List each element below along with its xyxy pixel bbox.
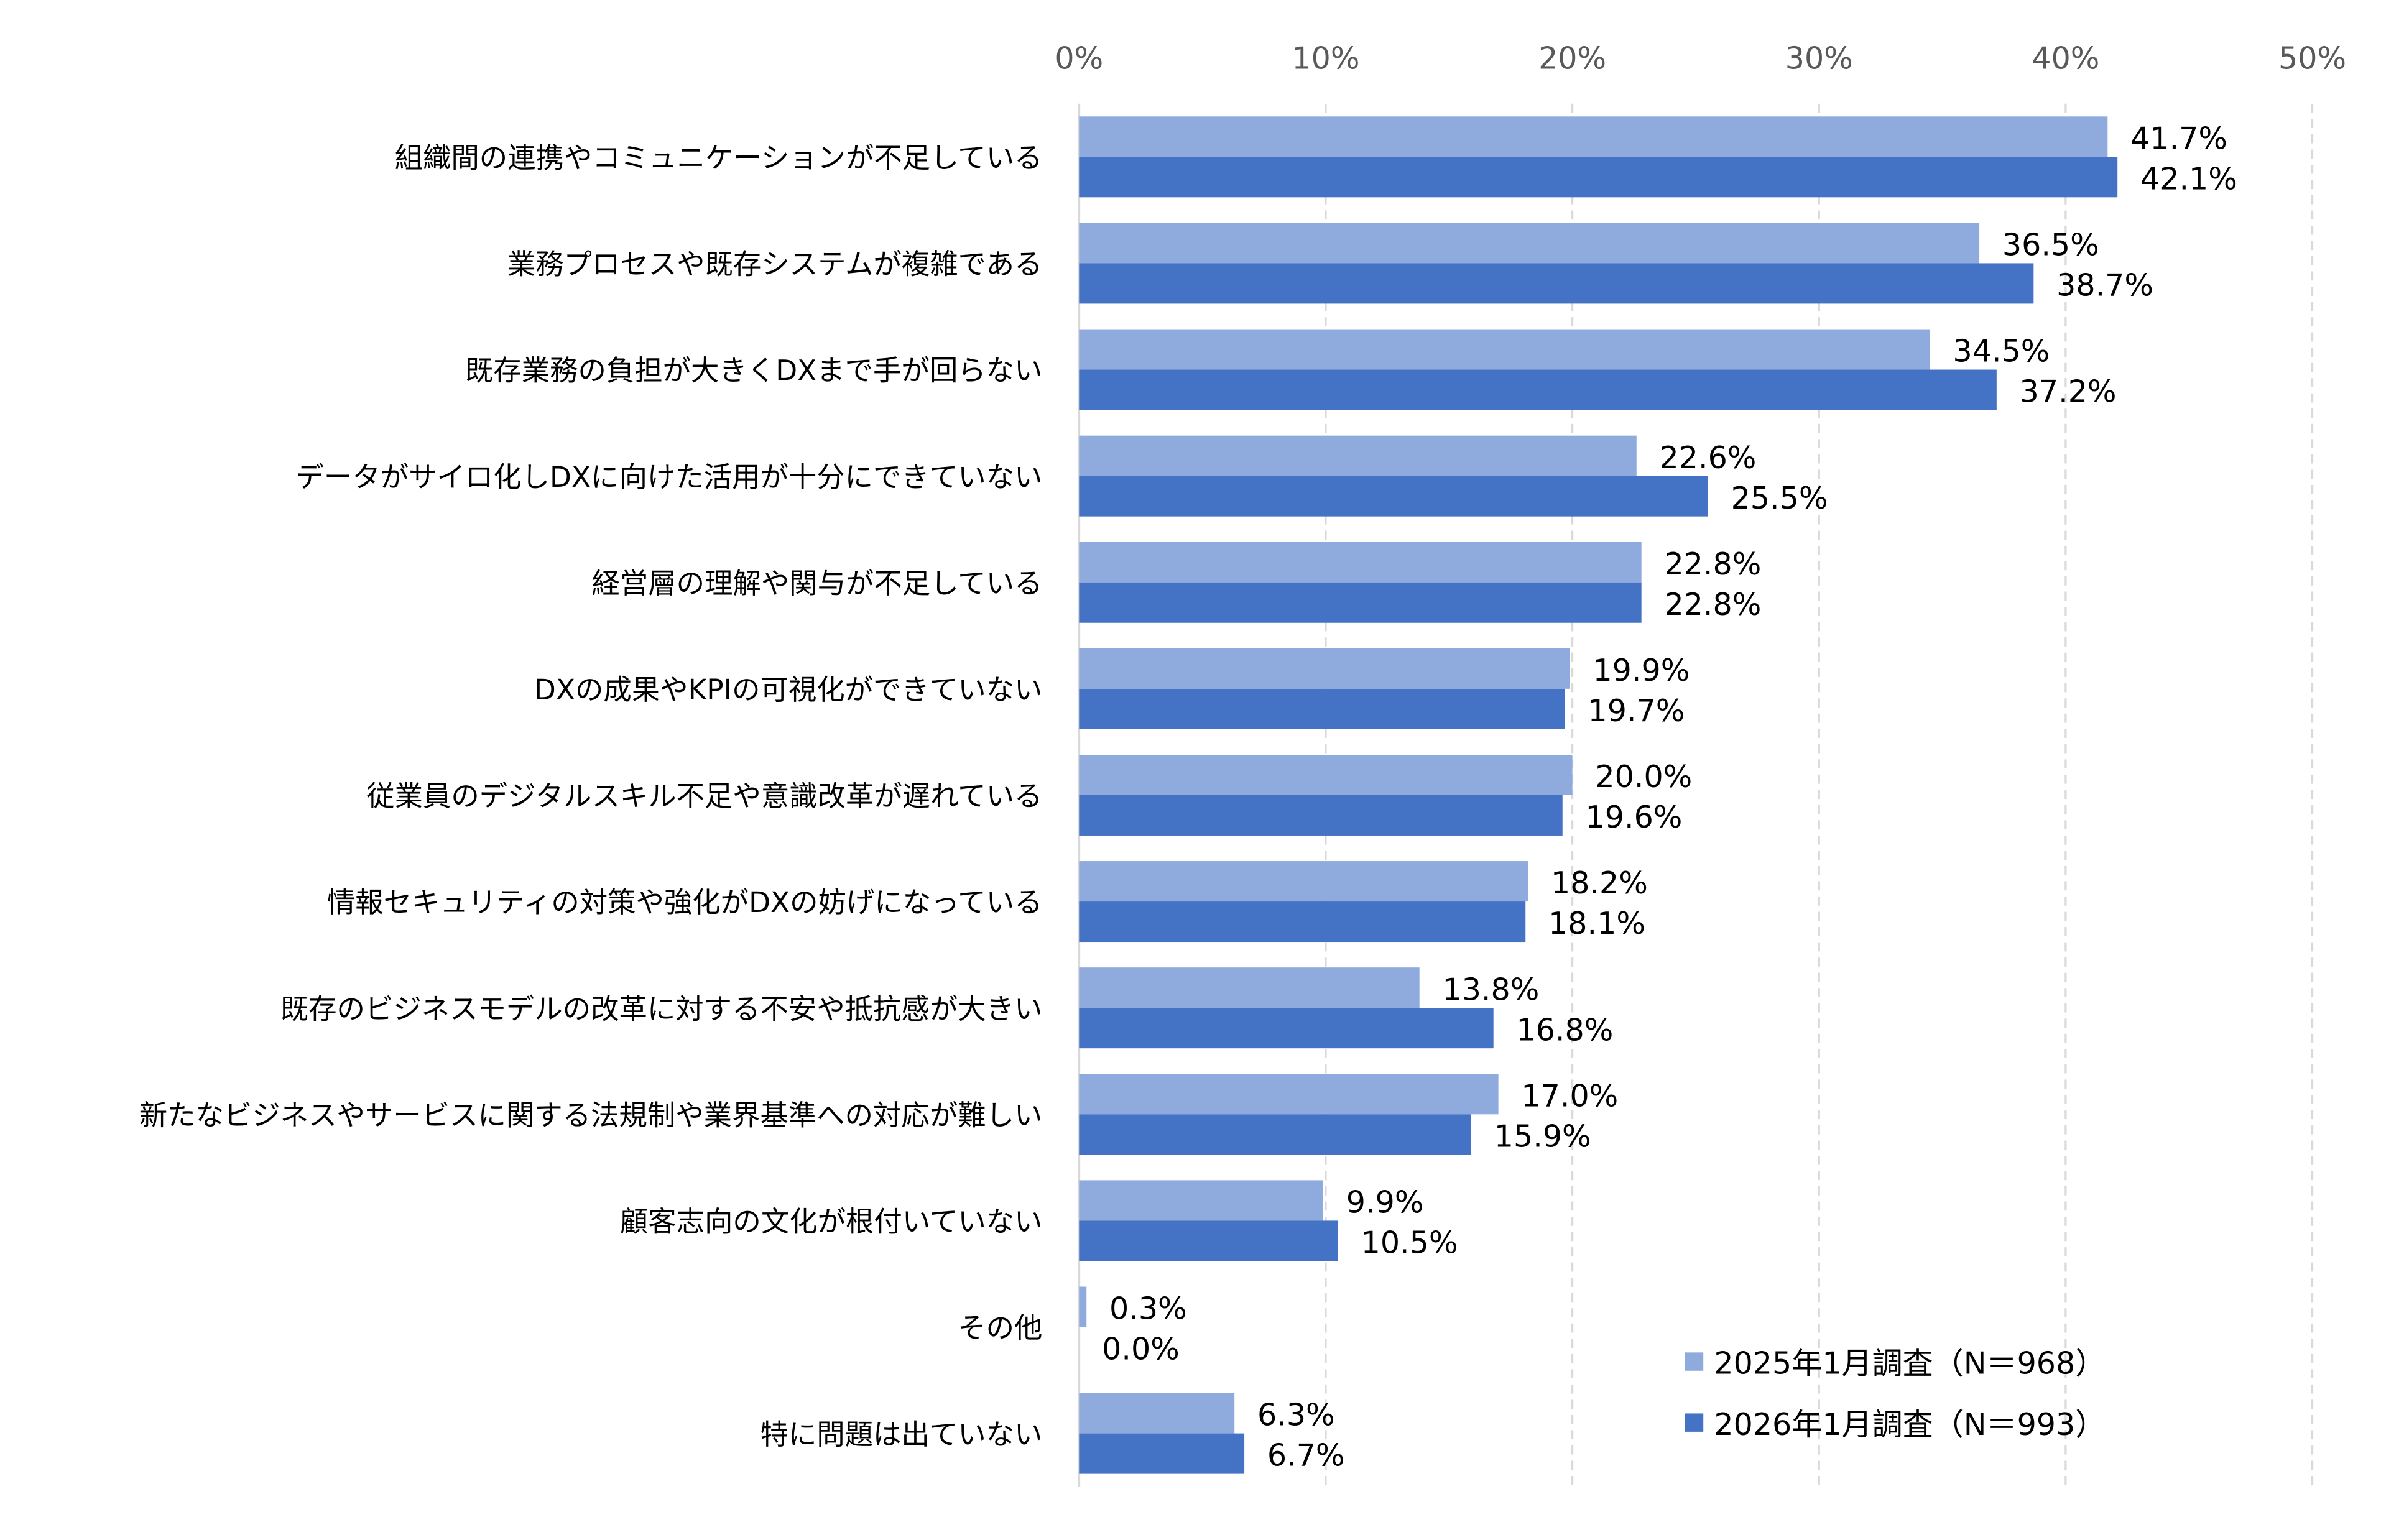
bar-2026 — [1079, 1220, 1338, 1261]
bar-2025 — [1079, 1180, 1324, 1221]
data-label: 18.2% — [1551, 865, 1648, 901]
category-label: 情報セキュリティの対策や強化がDXの妨げになっている — [327, 886, 1043, 919]
data-label: 19.7% — [1588, 693, 1685, 729]
bar-2026 — [1079, 476, 1708, 517]
legend-label: 2025年1月調査（N＝968） — [1714, 1345, 2106, 1381]
bar-2025 — [1079, 223, 1980, 264]
category-label: データがサイロ化しDXに向けた活用が十分にできていない — [296, 461, 1043, 494]
bar-2025 — [1079, 861, 1528, 902]
data-label: 19.9% — [1593, 652, 1690, 688]
data-label: 19.6% — [1586, 799, 1683, 835]
data-label: 20.0% — [1595, 758, 1692, 795]
bar-2025 — [1079, 967, 1420, 1008]
data-label: 22.8% — [1664, 586, 1761, 622]
bar-2025 — [1079, 435, 1637, 476]
data-label: 37.2% — [2020, 374, 2117, 410]
bar-2025 — [1079, 648, 1570, 689]
category-label: 組織間の連携やコミュニケーションが不足している — [395, 142, 1043, 175]
data-label: 36.5% — [2002, 227, 2099, 263]
bar-2026 — [1079, 688, 1565, 729]
category-label: 従業員のデジタルスキル不足や意識改革が遅れている — [366, 780, 1042, 813]
data-label: 18.1% — [1548, 905, 1645, 941]
bar-2026 — [1079, 263, 2034, 304]
category-label: 顧客志向の文化が根付いていない — [620, 1206, 1043, 1238]
data-label: 13.8% — [1443, 971, 1540, 1007]
category-label: DXの成果やKPIの可視化ができていない — [534, 673, 1042, 706]
data-label: 17.0% — [1521, 1077, 1618, 1114]
bar-2025 — [1079, 1393, 1235, 1434]
data-label: 15.9% — [1494, 1118, 1591, 1154]
data-label: 9.9% — [1346, 1184, 1424, 1220]
data-label: 6.7% — [1267, 1437, 1345, 1473]
data-label: 22.6% — [1660, 440, 1757, 476]
category-label: 既存業務の負担が大きくDXまで手が回らない — [465, 354, 1043, 387]
category-label: 既存のビジネスモデルの改革に対する不安や抵抗感が大きい — [280, 992, 1043, 1025]
x-tick-label: 0% — [1055, 40, 1103, 76]
data-label: 0.3% — [1109, 1291, 1187, 1327]
legend-label: 2026年1月調査（N＝993） — [1714, 1406, 2106, 1442]
bar-2025 — [1079, 1286, 1087, 1327]
x-tick-label: 10% — [1292, 40, 1359, 76]
category-label: 新たなビジネスやサービスに関する法規制や業界基準への対応が難しい — [139, 1099, 1043, 1132]
data-label: 42.1% — [2140, 160, 2237, 196]
bar-2025 — [1079, 329, 1930, 370]
legend-swatch — [1685, 1352, 1704, 1371]
bar-2026 — [1079, 901, 1526, 943]
data-label: 41.7% — [2130, 120, 2227, 156]
data-label: 6.3% — [1257, 1397, 1335, 1433]
x-tick-label: 40% — [2032, 40, 2099, 76]
data-label: 22.8% — [1664, 546, 1761, 582]
data-label: 38.7% — [2056, 267, 2153, 303]
bar-2025 — [1079, 116, 2108, 157]
x-tick-label: 20% — [1538, 40, 1606, 76]
bar-2026 — [1079, 157, 2118, 198]
data-label: 10.5% — [1361, 1225, 1458, 1261]
data-label: 25.5% — [1731, 480, 1828, 516]
bar-2026 — [1079, 1433, 1245, 1474]
category-label: 特に問題は出ていない — [760, 1418, 1042, 1451]
legend-swatch — [1685, 1413, 1704, 1432]
bar-2026 — [1079, 795, 1563, 836]
bar-2026 — [1079, 1114, 1471, 1155]
category-label: その他 — [958, 1312, 1042, 1345]
category-label: 業務プロセスや既存システムが複雑である — [507, 248, 1043, 281]
data-label: 0.0% — [1102, 1331, 1180, 1367]
bar-2026 — [1079, 1008, 1494, 1049]
x-tick-label: 50% — [2278, 40, 2346, 76]
data-label: 16.8% — [1517, 1012, 1614, 1048]
bar-2025 — [1079, 1074, 1499, 1115]
category-label: 経営層の理解や関与が不足している — [591, 567, 1042, 600]
data-label: 34.5% — [1953, 333, 2050, 369]
x-tick-label: 30% — [1785, 40, 1853, 76]
bar-2026 — [1079, 369, 1997, 410]
bar-2026 — [1079, 582, 1642, 623]
bar-2025 — [1079, 542, 1642, 583]
bar-2025 — [1079, 754, 1573, 795]
